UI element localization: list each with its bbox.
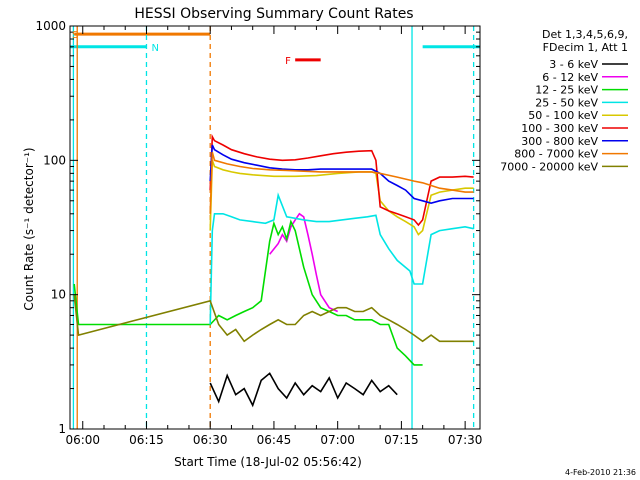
flag-bars bbox=[70, 32, 480, 62]
chart-title: HESSI Observing Summary Count Rates bbox=[134, 6, 413, 22]
x-tick-label: 06:30 bbox=[193, 433, 228, 447]
series-line-12-25-kev bbox=[73, 219, 423, 366]
x-tick-label: 06:00 bbox=[65, 433, 100, 447]
flag-label-f: F bbox=[285, 56, 291, 67]
flag-labels: S N F bbox=[72, 30, 291, 67]
series-line-800-7000-kev bbox=[209, 151, 474, 214]
series-group bbox=[73, 133, 474, 408]
series-line-7000-20000-kev bbox=[73, 294, 474, 343]
footer-date: 4-Feb-2010 21:36 bbox=[565, 468, 636, 477]
x-axis-label: Start Time (18-Jul-02 05:56:42) bbox=[174, 455, 362, 469]
vertical-markers bbox=[72, 26, 475, 429]
axis-ticks: 06:00 06:15 06:30 06:45 07:00 07:15 07:30 1 10 10… bbox=[35, 19, 482, 447]
plot-frame bbox=[69, 25, 481, 430]
y-axis-label: Count Rate (s⁻¹ detector⁻¹) bbox=[22, 147, 36, 310]
flag-label-s: S bbox=[72, 30, 78, 41]
x-tick-label: 07:30 bbox=[448, 433, 483, 447]
legend-label-6-12-kev: 6 - 12 keV bbox=[542, 71, 598, 84]
flag-label-n: N bbox=[151, 43, 158, 54]
legend-label-50-100-kev: 50 - 100 keV bbox=[528, 109, 598, 122]
series-line-6-12-kev bbox=[269, 212, 339, 313]
series-line-25-50-kev bbox=[209, 192, 474, 325]
y-tick-label: 10 bbox=[51, 288, 66, 302]
legend-label-300-800-kev: 300 - 800 keV bbox=[521, 135, 598, 148]
y-tick-label: 1000 bbox=[35, 19, 66, 33]
y-tick-label: 1 bbox=[58, 422, 66, 436]
x-tick-label: 07:15 bbox=[384, 433, 419, 447]
legend-label-25-50-kev: 25 - 50 keV bbox=[535, 96, 598, 109]
legend-header-2: FDecim 1, Att 1 bbox=[543, 41, 628, 54]
legend: Det 1,3,4,5,6,9, FDecim 1, Att 1 3 - 6 k… bbox=[500, 28, 628, 173]
legend-header-1: Det 1,3,4,5,6,9, bbox=[542, 28, 628, 41]
legend-label-3-6-kev: 3 - 6 keV bbox=[549, 58, 598, 71]
series-line-300-800-kev bbox=[209, 144, 474, 205]
x-tick-label: 06:15 bbox=[129, 433, 164, 447]
x-tick-label: 07:00 bbox=[320, 433, 355, 447]
legend-label-12-25-kev: 12 - 25 keV bbox=[535, 84, 598, 97]
legend-label-7000-20000-kev: 7000 - 20000 keV bbox=[500, 160, 598, 173]
series-line-100-300-kev bbox=[209, 133, 474, 227]
x-tick-label: 06:45 bbox=[257, 433, 292, 447]
y-tick-label: 100 bbox=[43, 153, 66, 167]
series-line-3-6-kev bbox=[209, 372, 398, 408]
legend-label-100-300-kev: 100 - 300 keV bbox=[521, 122, 598, 135]
legend-label-800-7000-kev: 800 - 7000 keV bbox=[514, 148, 598, 161]
